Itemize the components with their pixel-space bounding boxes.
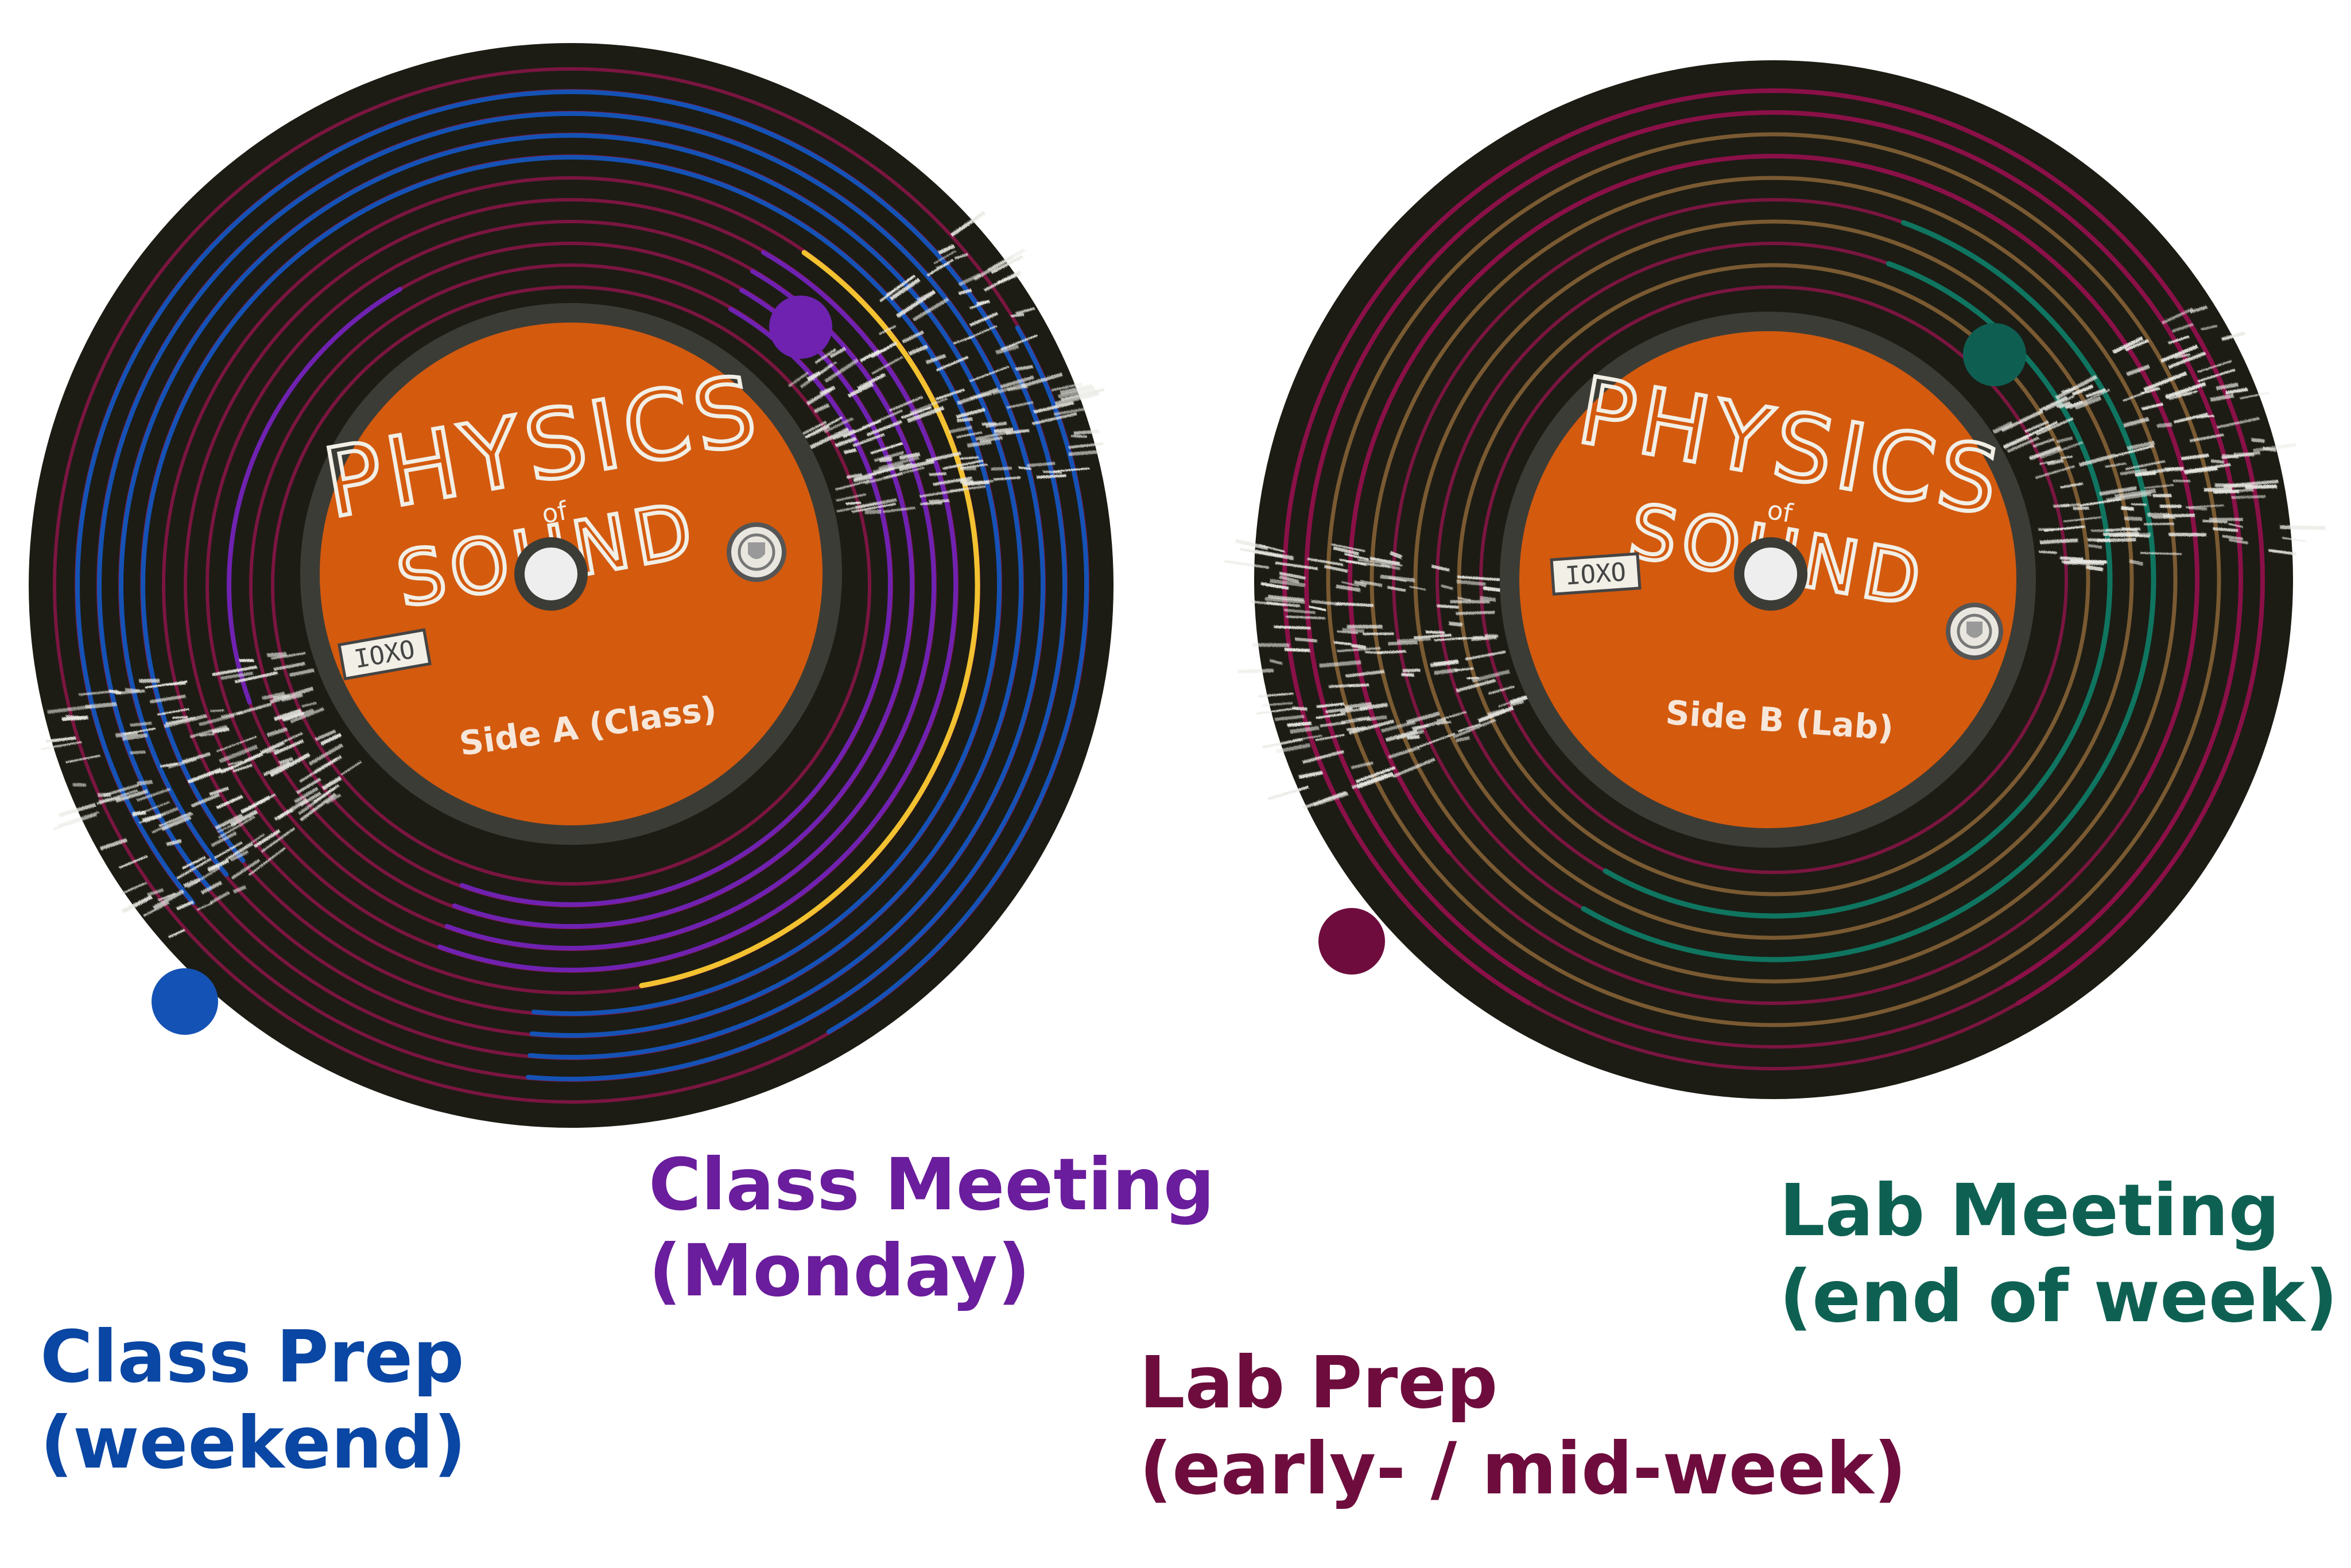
caption-lab-meeting: Lab Meeting (end of week) bbox=[1779, 1168, 2338, 1340]
glare-streak bbox=[970, 481, 994, 483]
spindle-hole bbox=[519, 542, 583, 606]
glare-streak bbox=[929, 500, 949, 501]
svg-text:IOXO: IOXO bbox=[1564, 557, 1627, 591]
glare-streak bbox=[1367, 717, 1387, 719]
glare-streak bbox=[1352, 646, 1366, 647]
glare-streak bbox=[2144, 524, 2174, 525]
glare-streak bbox=[957, 419, 972, 421]
glare-streak bbox=[2211, 461, 2224, 462]
glare-streak bbox=[1480, 598, 1496, 600]
glare-streak bbox=[1437, 606, 1459, 608]
glare-streak bbox=[2251, 440, 2265, 441]
logo-badge-icon: IOXO bbox=[1551, 554, 1640, 594]
glare-streak bbox=[1295, 639, 1317, 641]
caption-title: Lab Meeting bbox=[1779, 1168, 2338, 1254]
glare-streak bbox=[2088, 545, 2102, 547]
glare-streak bbox=[1483, 588, 1502, 591]
glare-streak bbox=[1329, 685, 1352, 686]
record-side-a: PHYSICS of SOUND IOXO Side A (Class) bbox=[29, 43, 1114, 1128]
glare-streak bbox=[2103, 533, 2139, 534]
glare-streak bbox=[1011, 315, 1024, 316]
glare-streak bbox=[2202, 521, 2227, 522]
spindle-hole bbox=[1739, 542, 1802, 606]
glare-streak bbox=[1286, 616, 1325, 618]
glare-streak bbox=[1407, 737, 1419, 738]
glare-streak bbox=[1074, 431, 1099, 433]
glare-streak bbox=[2060, 558, 2084, 559]
caption-class-meeting: Class Meeting (Monday) bbox=[649, 1142, 1215, 1314]
lab-prep-marker bbox=[1318, 908, 1385, 975]
glare-streak bbox=[1285, 650, 1310, 651]
glare-streak bbox=[2167, 469, 2183, 470]
class-meeting-marker bbox=[769, 296, 832, 359]
glare-streak bbox=[929, 473, 946, 475]
glare-streak bbox=[2121, 508, 2133, 509]
glare-streak bbox=[1037, 476, 1066, 478]
glare-streak bbox=[2061, 504, 2080, 506]
caption-lab-prep: Lab Prep (early- / mid-week) bbox=[1139, 1340, 1907, 1512]
caption-title: Lab Prep bbox=[1139, 1340, 1907, 1426]
seal-icon bbox=[729, 525, 784, 580]
caption-timing: (end of week) bbox=[1779, 1254, 2338, 1340]
caption-title: Class Prep bbox=[40, 1314, 466, 1400]
glare-streak bbox=[2124, 518, 2142, 519]
caption-timing: (early- / mid-week) bbox=[1139, 1426, 1907, 1512]
glare-streak bbox=[1377, 651, 1406, 653]
caption-class-prep: Class Prep (weekend) bbox=[40, 1314, 466, 1487]
glare-streak bbox=[267, 654, 286, 655]
glare-streak bbox=[844, 450, 856, 452]
glare-streak bbox=[2086, 567, 2102, 570]
class-prep-marker bbox=[152, 968, 218, 1035]
record-side-b: PHYSICS of SOUND IOXO Side B (Lab) bbox=[1224, 60, 2325, 1099]
seal-icon bbox=[1948, 605, 2001, 658]
glare-streak bbox=[2231, 496, 2265, 498]
glare-streak bbox=[2213, 529, 2238, 530]
glare-streak bbox=[130, 752, 146, 753]
lab-meeting-marker bbox=[1963, 323, 2026, 386]
glare-streak bbox=[210, 711, 224, 712]
glare-streak bbox=[133, 813, 146, 814]
glare-streak bbox=[2073, 508, 2089, 509]
glare-streak bbox=[1388, 642, 1418, 643]
glare-streak bbox=[1342, 630, 1364, 631]
caption-timing: (weekend) bbox=[40, 1400, 466, 1487]
glare-streak bbox=[846, 503, 862, 504]
glare-streak bbox=[1071, 436, 1087, 437]
glare-streak bbox=[991, 468, 1012, 469]
glare-streak bbox=[62, 717, 88, 719]
glare-streak bbox=[2122, 529, 2137, 530]
glare-streak bbox=[994, 429, 1014, 432]
glare-streak bbox=[2245, 486, 2278, 487]
glare-streak bbox=[865, 511, 882, 512]
glare-streak bbox=[1287, 723, 1312, 725]
glare-streak bbox=[137, 782, 153, 783]
glare-streak bbox=[2040, 540, 2078, 542]
glare-streak bbox=[1293, 708, 1308, 709]
glare-streak bbox=[2263, 448, 2276, 450]
glare-streak bbox=[960, 468, 976, 469]
glare-streak bbox=[1397, 639, 1430, 641]
glare-streak bbox=[1401, 674, 1414, 675]
glare-streak bbox=[920, 503, 942, 504]
glare-streak bbox=[1274, 627, 1310, 628]
glare-streak bbox=[2039, 552, 2057, 553]
glare-streak bbox=[1402, 670, 1420, 671]
glare-streak bbox=[2204, 489, 2232, 490]
glare-streak bbox=[2157, 425, 2172, 426]
glare-streak bbox=[1349, 685, 1369, 686]
glare-streak bbox=[2213, 491, 2240, 492]
glare-streak bbox=[1456, 612, 1495, 614]
glare-streak bbox=[2140, 553, 2182, 554]
glare-streak bbox=[2189, 508, 2208, 509]
glare-streak bbox=[1449, 623, 1462, 624]
glare-streak bbox=[1336, 604, 1374, 606]
caption-title: Class Meeting bbox=[649, 1142, 1215, 1228]
caption-timing: (Monday) bbox=[649, 1228, 1215, 1314]
glare-streak bbox=[1238, 670, 1274, 672]
